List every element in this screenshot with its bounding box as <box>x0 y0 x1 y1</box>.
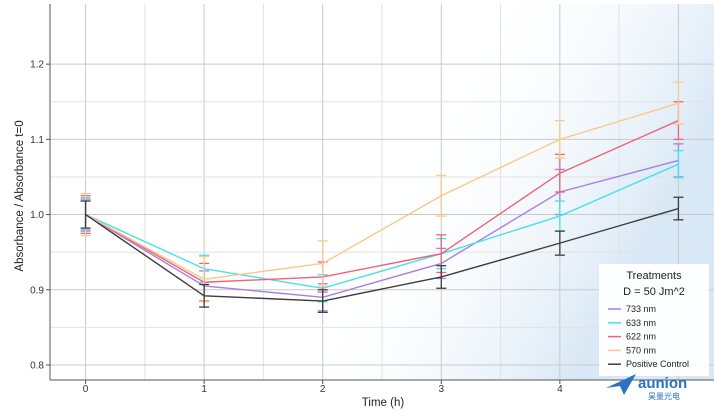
legend-label: 622 nm <box>626 332 656 342</box>
paper-plane-logo-icon <box>606 374 636 395</box>
legend-label: 570 nm <box>626 345 656 355</box>
x-tick-label: 2 <box>320 384 326 395</box>
error-bar <box>673 149 684 179</box>
legend-item: 570 nm <box>608 345 656 355</box>
y-tick-label: 1.0 <box>30 210 44 221</box>
y-tick-label: 0.9 <box>30 285 44 296</box>
error-bar <box>673 196 684 221</box>
y-tick-label: 0.8 <box>30 360 44 371</box>
x-tick-label: 4 <box>557 384 563 395</box>
legend-label: 733 nm <box>626 304 656 314</box>
series-line <box>85 163 679 289</box>
error-bar <box>317 240 328 287</box>
legend-item: Positive Control <box>608 359 689 369</box>
error-bar <box>199 283 210 308</box>
error-bar <box>317 289 328 313</box>
x-tick-label: 1 <box>201 384 207 395</box>
watermark-subtext: 昊量光电 <box>648 391 680 401</box>
y-tick-label: 1.2 <box>30 60 44 71</box>
watermark-text: aunion <box>638 375 687 392</box>
legend-item: 633 nm <box>608 318 656 328</box>
legend-label: Positive Control <box>626 359 689 369</box>
series-line <box>85 159 679 298</box>
series-layer <box>80 81 684 313</box>
error-bar <box>673 81 684 125</box>
error-bar <box>436 174 447 217</box>
legend-label: 633 nm <box>626 318 656 328</box>
error-bar <box>436 265 447 289</box>
axes: 0.8 0.9 1.0 1.1 1.2 0 1 2 3 4 <box>30 4 714 395</box>
legend-box <box>599 264 709 376</box>
error-bar <box>554 119 565 159</box>
error-bar <box>80 200 91 229</box>
legend-item: 622 nm <box>608 332 656 342</box>
x-axis-title: Time (h) <box>362 397 405 409</box>
series-line <box>85 102 679 280</box>
series-570-nm <box>80 81 684 303</box>
x-tick-label: 0 <box>83 384 89 395</box>
y-tick-label: 1.1 <box>30 135 44 146</box>
legend-title: Treatments <box>626 270 682 282</box>
error-bar <box>554 230 565 256</box>
legend-item: 733 nm <box>608 304 656 314</box>
series-line <box>85 207 679 302</box>
series-positive-control <box>80 196 684 313</box>
legend-subtitle: D = 50 Jm^2 <box>623 286 685 298</box>
x-tick-label: 3 <box>439 384 445 395</box>
legend: Treatments D = 50 Jm^2 733 nm 633 nm 622 nm 5… <box>599 264 709 376</box>
y-axis-title: Absorbance / Absorbance t=0 <box>14 120 26 271</box>
series-line <box>85 119 679 283</box>
watermark: aunion 昊量光电 <box>606 374 687 401</box>
